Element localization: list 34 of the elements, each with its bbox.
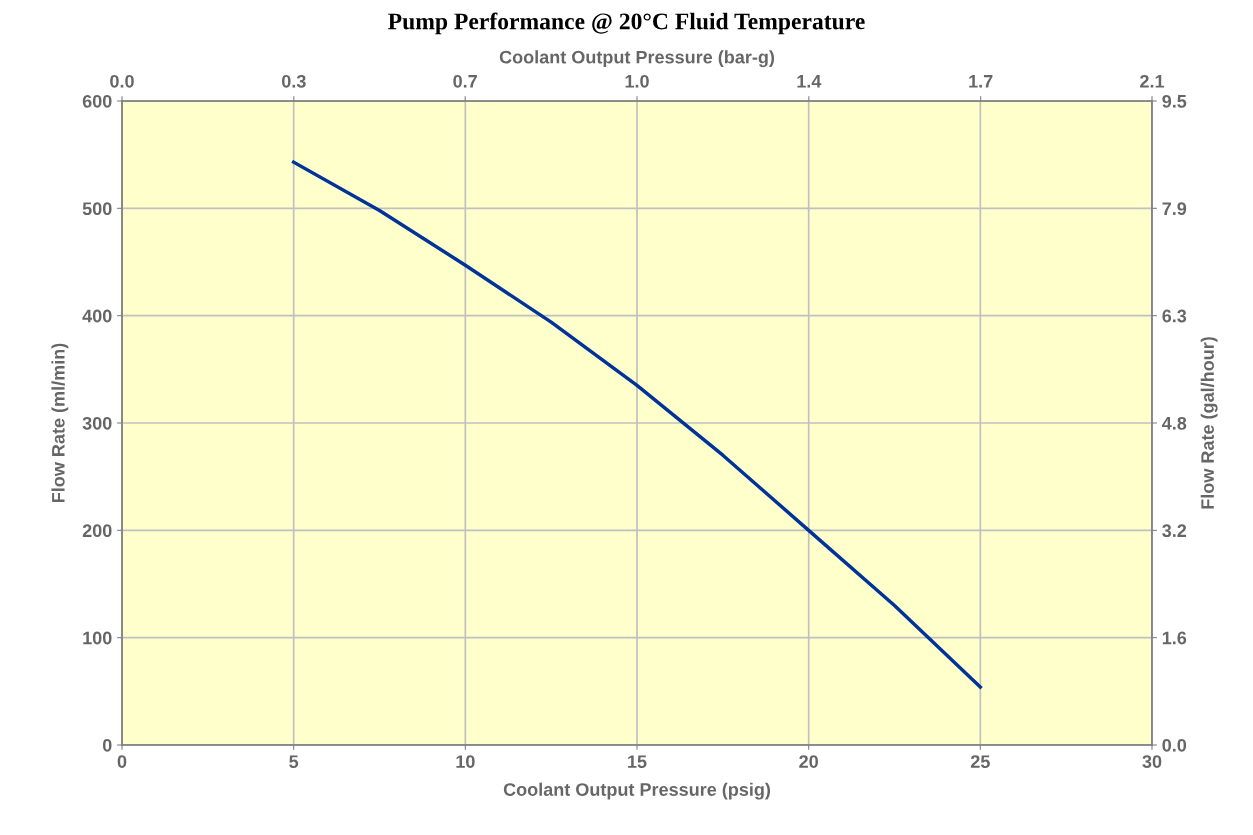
y2-tick-label: 3.2 [1162, 524, 1187, 538]
y2-tick-label: 7.9 [1162, 202, 1187, 216]
x2-tick-label: 0.7 [453, 74, 477, 88]
y-tick-label: 0 [102, 738, 112, 752]
y-tick-label: 600 [82, 94, 112, 108]
y2-tick-label: 9.5 [1162, 94, 1187, 108]
x-tick-label: 30 [1142, 755, 1162, 769]
y2-axis-title: Flow Rate (gal/hour) [1200, 337, 1218, 509]
x-tick-label: 15 [628, 755, 647, 768]
x-tick-label: 10 [456, 755, 475, 768]
y2-tick-label: 0.0 [1162, 738, 1187, 752]
y-axis-title: Flow Rate (ml/min) [51, 343, 69, 503]
x2-axis-title: Coolant Output Pressure (bar-g) [499, 50, 775, 68]
x-tick-label: 25 [970, 755, 990, 768]
x2-tick-label: 2.1 [1140, 74, 1165, 88]
y-tick-label: 500 [82, 202, 112, 216]
y-tick-label: 400 [82, 309, 112, 323]
x2-tick-label: 1.0 [625, 74, 649, 88]
y2-tick-label: 1.6 [1162, 631, 1187, 645]
y-tick-label: 200 [82, 524, 112, 538]
x-tick-label: 20 [799, 755, 818, 768]
chart-title: Pump Performance @ 20°C Fluid Temperature [388, 12, 865, 35]
y-tick-label: 300 [82, 416, 112, 430]
x2-tick-label: 0.3 [282, 74, 306, 88]
y-tick-label: 100 [83, 631, 112, 645]
x-tick-label: 5 [289, 755, 299, 768]
x2-tick-label: 0.0 [110, 74, 134, 88]
x2-tick-label: 1.4 [797, 75, 822, 88]
y2-tick-label: 6.3 [1162, 309, 1187, 323]
x2-tick-label: 1.7 [969, 75, 993, 88]
x-axis-title: Coolant Output Pressure (psig) [503, 782, 771, 800]
x-tick-label: 0 [117, 755, 127, 768]
line-series [291, 160, 983, 689]
y2-tick-label: 4.8 [1162, 416, 1187, 430]
